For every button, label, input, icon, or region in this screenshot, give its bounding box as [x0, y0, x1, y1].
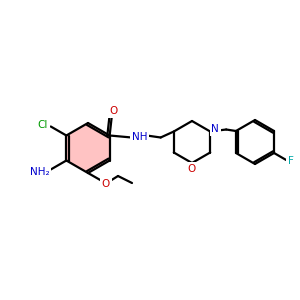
Text: NH₂: NH₂: [30, 167, 49, 177]
Text: Cl: Cl: [38, 119, 48, 130]
Text: F: F: [288, 157, 293, 166]
Polygon shape: [66, 123, 110, 173]
Text: N: N: [211, 124, 219, 134]
Text: NH: NH: [132, 131, 147, 142]
Text: O: O: [187, 164, 195, 174]
Text: O: O: [102, 179, 110, 189]
Text: O: O: [110, 106, 118, 116]
